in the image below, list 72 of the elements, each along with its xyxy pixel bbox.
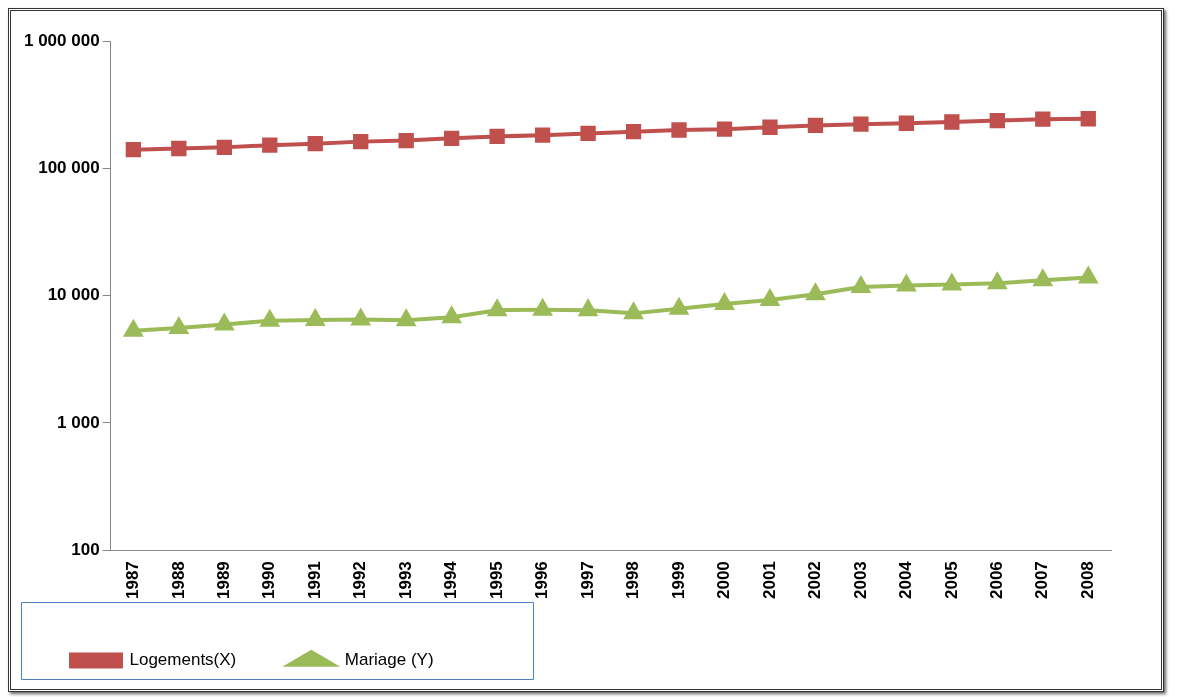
x-tick-label: 1990 bbox=[259, 561, 279, 600]
x-tick-label: 1987 bbox=[123, 561, 143, 600]
x-tick-label: 2004 bbox=[896, 560, 916, 600]
point bbox=[171, 140, 187, 157]
point bbox=[851, 276, 870, 293]
point bbox=[898, 115, 915, 131]
point bbox=[579, 300, 598, 317]
point bbox=[353, 133, 369, 150]
point bbox=[715, 294, 734, 311]
x-tick-label: 1999 bbox=[668, 561, 688, 600]
x-tick-label: 1998 bbox=[623, 561, 643, 600]
point bbox=[670, 298, 688, 315]
point bbox=[307, 136, 323, 152]
y-tick-label: 100 000 bbox=[38, 157, 100, 177]
x-tick-label: 2005 bbox=[941, 561, 961, 600]
x-tick-label: 1991 bbox=[304, 561, 324, 600]
point bbox=[1080, 111, 1096, 127]
y-tick-label: 100 bbox=[71, 539, 100, 559]
point bbox=[1033, 270, 1052, 287]
x-tick-label: 1995 bbox=[486, 561, 506, 600]
point bbox=[125, 142, 142, 158]
point bbox=[580, 125, 596, 142]
point bbox=[853, 116, 869, 132]
point bbox=[123, 318, 144, 337]
y-tick-label: 10 000 bbox=[47, 285, 100, 305]
point bbox=[625, 124, 642, 140]
point bbox=[762, 119, 778, 135]
point bbox=[1079, 267, 1098, 284]
x-tick-label: 2008 bbox=[1077, 561, 1097, 600]
point bbox=[306, 310, 325, 327]
point bbox=[169, 317, 188, 334]
point bbox=[216, 139, 232, 156]
x-tick-label: 2006 bbox=[987, 561, 1007, 600]
point bbox=[215, 314, 234, 331]
point bbox=[398, 132, 414, 149]
point bbox=[671, 122, 687, 138]
legend-label: Logements(X) bbox=[129, 650, 237, 670]
point bbox=[488, 300, 507, 317]
x-tick-label: 1996 bbox=[532, 561, 552, 600]
point bbox=[532, 297, 553, 316]
x-tick-label: 1993 bbox=[395, 561, 415, 600]
point bbox=[442, 307, 461, 324]
x-tick-label: 1989 bbox=[213, 561, 233, 600]
point bbox=[1035, 111, 1051, 127]
x-tick-label: 1994 bbox=[441, 560, 461, 600]
y-tick-label: 1 000 000 bbox=[23, 30, 100, 50]
legend-label: Mariage (Y) bbox=[344, 650, 434, 670]
point bbox=[262, 137, 278, 153]
point bbox=[534, 127, 551, 143]
x-tick-label: 2000 bbox=[714, 561, 734, 600]
x-tick-label: 2003 bbox=[850, 561, 870, 600]
point bbox=[761, 290, 779, 307]
x-tick-label: 1997 bbox=[577, 561, 597, 600]
x-tick-label: 1988 bbox=[168, 561, 188, 600]
x-tick-label: 1992 bbox=[350, 561, 370, 600]
point bbox=[896, 273, 917, 292]
point bbox=[716, 121, 733, 137]
point bbox=[807, 117, 824, 134]
point bbox=[806, 284, 825, 301]
point bbox=[444, 130, 460, 146]
point bbox=[259, 308, 280, 327]
point bbox=[989, 112, 1005, 129]
point bbox=[944, 114, 960, 130]
x-tick-label: 2001 bbox=[759, 561, 779, 600]
point bbox=[489, 128, 505, 145]
point bbox=[351, 309, 370, 326]
point bbox=[397, 310, 416, 327]
x-tick-label: 2002 bbox=[805, 561, 825, 600]
point bbox=[988, 273, 1007, 290]
x-tick-label: 2007 bbox=[1032, 561, 1052, 600]
point bbox=[624, 303, 643, 320]
y-tick-label: 1 000 bbox=[57, 412, 100, 432]
